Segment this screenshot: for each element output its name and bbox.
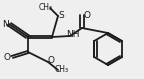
Text: S: S xyxy=(58,11,64,20)
Text: CH₃: CH₃ xyxy=(39,3,53,12)
Text: O: O xyxy=(3,53,11,61)
Text: CH₃: CH₃ xyxy=(55,65,69,74)
Text: O: O xyxy=(84,11,91,20)
Text: O: O xyxy=(47,56,54,65)
Text: NH: NH xyxy=(66,30,80,39)
Text: N: N xyxy=(2,20,9,29)
